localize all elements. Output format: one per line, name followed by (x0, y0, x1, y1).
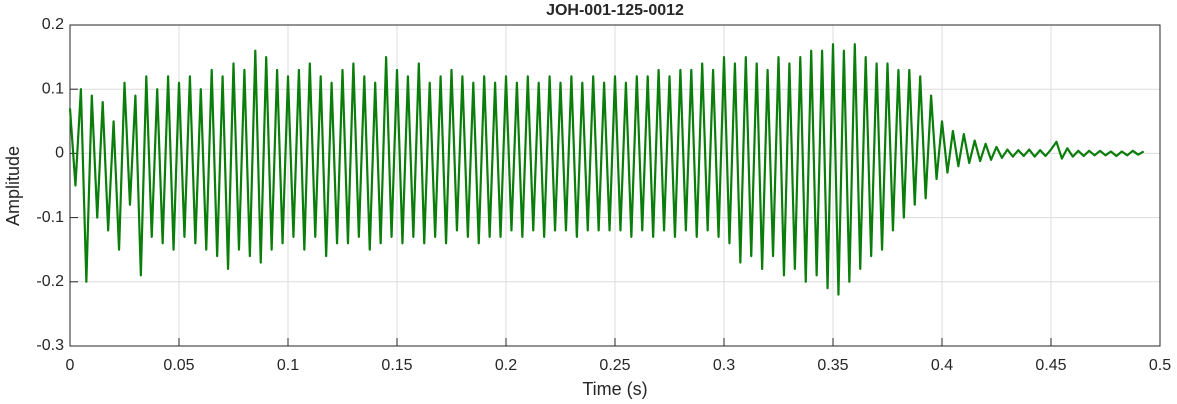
y-tick-label: -0.3 (36, 337, 64, 354)
y-tick-label: 0.1 (42, 80, 64, 97)
waveform (68, 43, 1145, 296)
x-tick-label: 0.35 (817, 357, 848, 374)
x-tick-label: 0.4 (931, 357, 953, 374)
x-tick-label: 0.25 (599, 357, 630, 374)
x-tick-label: 0.2 (495, 357, 517, 374)
chart-title: JOH-001-125-0012 (546, 2, 684, 19)
x-tick-label: 0.5 (1149, 357, 1171, 374)
x-tick-label: 0.3 (713, 357, 735, 374)
x-tick-label: 0.1 (277, 357, 299, 374)
y-tick-label: -0.2 (36, 273, 64, 290)
x-axis-label: Time (s) (582, 379, 647, 399)
y-tick-label: 0.2 (42, 16, 64, 33)
y-tick-label: 0 (55, 145, 64, 162)
x-tick-label: 0 (66, 357, 75, 374)
x-tick-label: 0.45 (1035, 357, 1066, 374)
y-axis-label: Amplitude (3, 146, 23, 226)
y-tick-label: -0.1 (36, 209, 64, 226)
x-tick-label: 0.05 (163, 357, 194, 374)
x-tick-label: 0.15 (381, 357, 412, 374)
plot-frame (69, 24, 1161, 347)
